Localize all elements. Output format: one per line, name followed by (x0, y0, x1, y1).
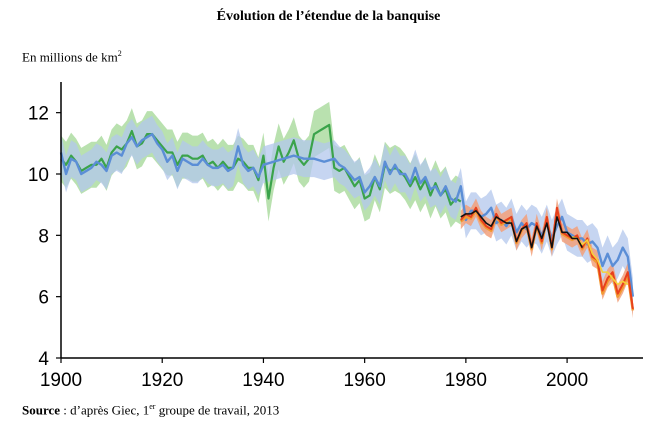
chart-title: Évolution de l’étendue de la banquise (216, 9, 441, 24)
y-tick-label: 8 (38, 226, 49, 247)
source-note: Source : d’après Giec, 1er groupe de tra… (22, 402, 279, 418)
y-tick-label: 10 (28, 165, 49, 186)
y-tick-label: 12 (28, 104, 49, 125)
series-line-black (460, 210, 583, 249)
source-sep: : (60, 402, 71, 418)
y-tick-label: 4 (38, 349, 49, 370)
unit-label: En millions de km2 (22, 49, 122, 65)
source-text-a: d’après Giec, 1 (70, 402, 150, 418)
x-tick-label: 1900 (40, 370, 82, 391)
blue-uncertainty-band (61, 115, 633, 316)
y-tick-label: 6 (38, 288, 49, 309)
x-tick-label: 1960 (344, 370, 386, 391)
red-uncertainty-band (460, 198, 633, 319)
unit-superscript: 2 (117, 49, 122, 58)
source-superscript: er (149, 402, 156, 411)
source-label: Source (22, 402, 61, 418)
x-tick-label: 1980 (445, 370, 487, 391)
series-lines (59, 123, 635, 311)
axes: 4 6 8 10 12 1900 1920 1940 1960 1980 2000 (28, 82, 643, 391)
x-tick-label: 1920 (141, 370, 183, 391)
unit-text: En millions de km (22, 49, 118, 65)
x-tick-label: 2000 (546, 370, 588, 391)
x-tick-label: 1940 (242, 370, 284, 391)
series-line-red (460, 206, 634, 310)
source-text-b: groupe de travail, 2013 (155, 402, 280, 418)
series-line-yellow (571, 236, 629, 286)
